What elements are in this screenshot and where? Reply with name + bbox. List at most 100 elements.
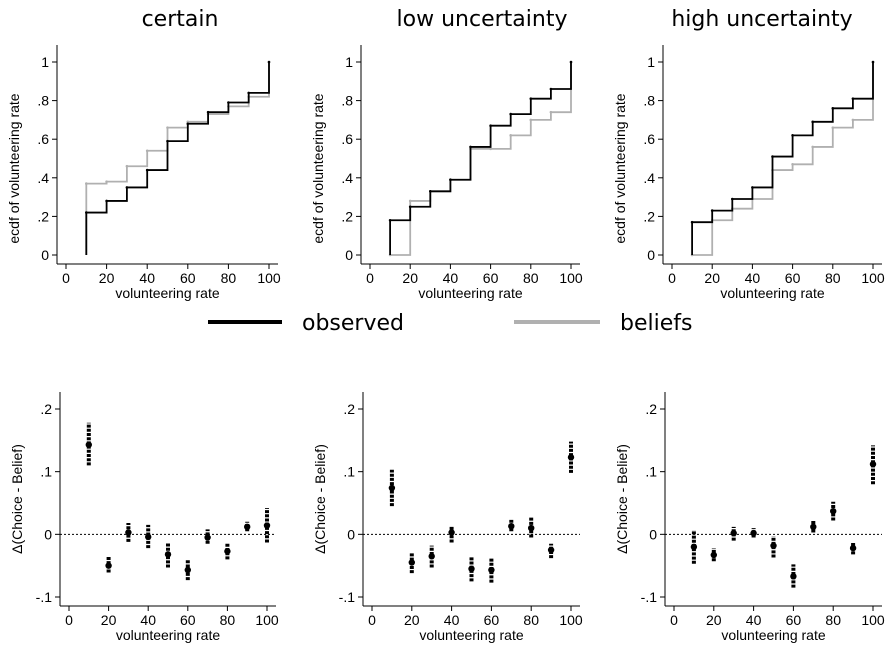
x-axis-label: volunteering rate: [419, 627, 524, 643]
ecdf-point-observed: [388, 218, 392, 222]
x-tick-label: 40: [139, 270, 155, 286]
y-axis-label: Δ(Choice - Belief): [312, 444, 328, 554]
x-axis-label: volunteering rate: [115, 285, 220, 301]
ecdf-point-observed: [791, 134, 794, 137]
estimate-point: [710, 551, 717, 559]
y-tick-label: .4: [341, 170, 353, 186]
ecdf-point-beliefs: [85, 182, 88, 185]
y-tick-label: .2: [341, 208, 353, 224]
ecdf-point-observed: [549, 87, 553, 91]
chart-panel-2: low uncertainty 0 20 40 60 80 100 0 .2 .4 .6 .8 1 vol…: [310, 7, 583, 301]
ecdf-point-observed: [871, 60, 875, 64]
x-tick-label: 0: [366, 270, 374, 286]
x-tick-label: 20: [704, 270, 720, 286]
ecdf-point-beliefs: [831, 126, 835, 129]
y-axis-label: ecdf of volunteering rate: [6, 93, 22, 243]
ecdf-point-observed: [227, 101, 230, 104]
ecdf-point-observed: [206, 110, 210, 114]
ecdf-line-observed: [85, 62, 270, 255]
ecdf-point-observed: [166, 139, 169, 143]
y-tick-label: 1: [647, 54, 655, 70]
x-tick-label: 60: [484, 612, 500, 628]
estimate-point: [105, 562, 112, 569]
y-tick-label: 1: [345, 54, 353, 70]
ecdf-point-observed: [105, 199, 108, 203]
y-axis-label: ecdf of volunteering rate: [612, 93, 628, 243]
y-tick-label: .4: [643, 170, 655, 186]
x-tick-label: 0: [62, 270, 70, 286]
estimate-point: [750, 529, 757, 537]
legend: observed beliefs: [208, 311, 692, 336]
x-tick-label: 40: [140, 612, 156, 628]
x-tick-label: 40: [443, 270, 459, 286]
estimate-point: [790, 573, 797, 580]
estimate-point: [869, 460, 877, 468]
chart-panel-4: 0 20 40 60 80 100 -.1 0 .1 .2 volunteering rate Δ(C…: [9, 392, 279, 643]
estimate-point: [567, 454, 575, 461]
estimate-point: [204, 534, 211, 541]
x-tick-label: 60: [786, 612, 802, 628]
chart-panel-1: certain 0 20 40 60 80 100 0 .2 .4 .6 .8 1 volunteerin…: [6, 7, 281, 301]
ecdf-point-observed: [831, 107, 835, 110]
ecdf-point-beliefs: [549, 110, 553, 114]
estimate-point: [244, 523, 251, 531]
ecdf-point-beliefs: [186, 120, 190, 124]
legend-beliefs-label: beliefs: [620, 311, 692, 336]
x-tick-label: 100: [861, 270, 885, 286]
estimate-point: [528, 524, 535, 532]
x-tick-label: 100: [257, 270, 281, 286]
ecdf-point-beliefs: [851, 118, 855, 122]
ecdf-point-beliefs: [791, 162, 794, 166]
ecdf-point-observed: [710, 209, 714, 212]
ecdf-point-beliefs: [509, 134, 512, 137]
ecdf-point-observed: [429, 190, 432, 193]
estimate-point: [224, 548, 231, 555]
y-axis-label: ecdf of volunteering rate: [310, 93, 326, 243]
y-tick-label: .4: [37, 170, 49, 186]
estimate-point: [810, 523, 817, 531]
estimate-point: [730, 529, 737, 537]
x-tick-label: 100: [559, 270, 583, 286]
ecdf-point-observed: [569, 60, 573, 64]
y-tick-label: .2: [645, 401, 657, 417]
x-tick-label: 60: [785, 270, 801, 286]
panel-title: certain: [142, 7, 219, 32]
ecdf-point-observed: [751, 186, 754, 189]
estimate-point: [468, 565, 475, 572]
y-tick-label: .2: [37, 208, 49, 224]
ecdf-line-observed: [691, 62, 874, 255]
estimate-point: [184, 566, 191, 574]
y-tick-label: .2: [643, 208, 655, 224]
estimate-point: [263, 522, 271, 529]
ecdf-point-observed: [771, 155, 774, 158]
y-tick-label: 0: [44, 526, 52, 542]
ecdf-point-observed: [408, 205, 412, 209]
y-tick-label: .1: [645, 464, 657, 480]
chart-panel-5: 0 20 40 60 80 100 -.1 0 .1 .2 volunteering rate Δ(C…: [312, 392, 583, 643]
ecdf-point-observed: [247, 91, 250, 95]
x-tick-label: 40: [746, 612, 762, 628]
x-tick-label: 60: [180, 612, 196, 628]
y-tick-label: .6: [37, 131, 49, 147]
x-tick-label: 80: [825, 270, 841, 286]
x-tick-label: 40: [745, 270, 761, 286]
estimate-point: [547, 546, 555, 554]
ecdf-point-observed: [125, 186, 129, 189]
ecdf-point-observed: [690, 220, 694, 224]
ecdf-point-observed: [85, 211, 88, 214]
x-tick-label: 20: [99, 270, 115, 286]
estimate-point: [830, 507, 837, 515]
y-axis-label: Δ(Choice - Belief): [9, 444, 25, 554]
y-axis-label: Δ(Choice - Belief): [614, 444, 630, 554]
panel-title: high uncertainty: [671, 7, 852, 32]
ecdf-point-beliefs: [166, 126, 169, 129]
ecdf-point-observed: [145, 168, 149, 172]
ecdf-line-beliefs: [390, 62, 572, 256]
ecdf-point-beliefs: [145, 149, 149, 153]
y-tick-label: .1: [343, 464, 355, 480]
y-tick-label: 0: [345, 247, 353, 263]
y-tick-label: .6: [341, 131, 353, 147]
chart-panel-6: 0 20 40 60 80 100 -.1 0 .1 .2 volunteering rate Δ(C…: [614, 392, 885, 643]
